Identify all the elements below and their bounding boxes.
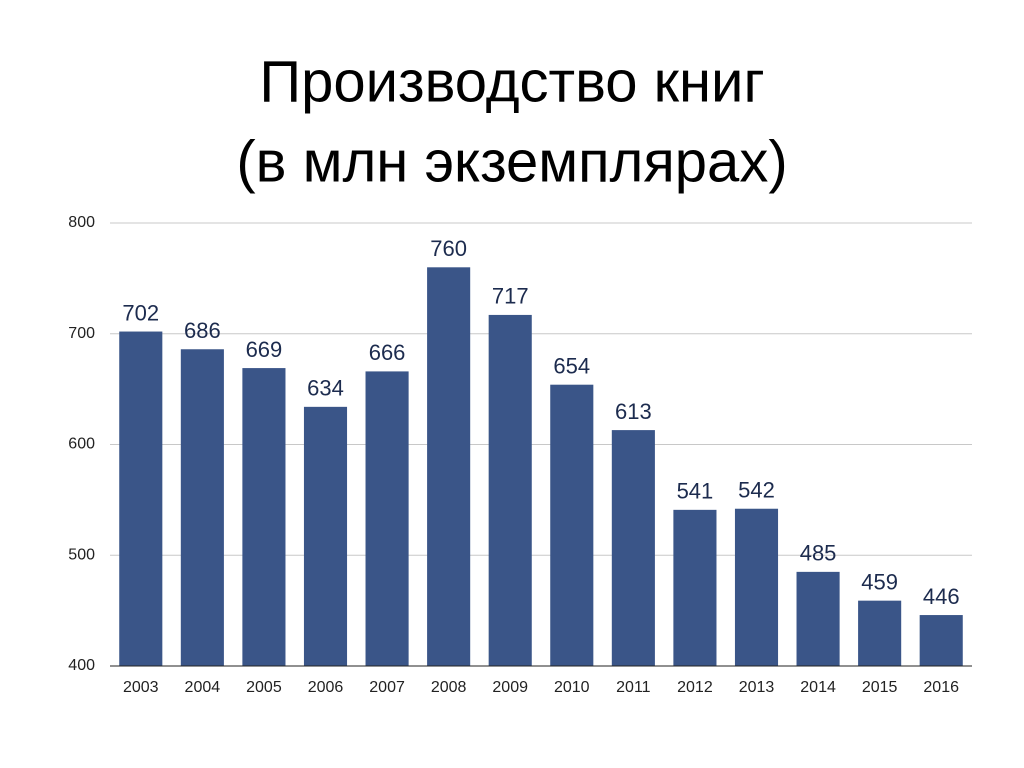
bar <box>427 267 471 666</box>
bar <box>365 371 409 666</box>
value-label: 613 <box>615 399 652 424</box>
x-tick-label: 2005 <box>246 679 282 696</box>
bar <box>180 349 224 666</box>
x-tick-label: 2011 <box>616 679 651 696</box>
x-tick-label: 2006 <box>308 679 344 696</box>
value-label: 760 <box>430 236 467 261</box>
chart-title: Производство книг <box>259 49 764 114</box>
x-tick-label: 2003 <box>123 679 159 696</box>
x-tick-label: 2004 <box>185 679 221 696</box>
value-label: 666 <box>369 340 406 365</box>
chart-subtitle: (в млн экземплярах) <box>236 129 787 194</box>
bar <box>242 368 286 666</box>
value-label: 446 <box>923 584 960 609</box>
value-label: 459 <box>861 569 898 594</box>
y-tick-label: 800 <box>68 214 95 231</box>
bar <box>550 384 594 666</box>
bar <box>611 430 655 666</box>
x-tick-label: 2012 <box>677 679 713 696</box>
y-tick-label: 700 <box>68 325 95 342</box>
value-label: 634 <box>307 376 344 401</box>
value-label: 654 <box>553 354 590 379</box>
bar <box>734 508 779 666</box>
value-label: 669 <box>246 337 283 362</box>
bar <box>303 406 348 666</box>
x-tick-label: 2009 <box>492 679 528 696</box>
value-label: 702 <box>122 300 159 325</box>
x-tick-label: 2015 <box>862 679 898 696</box>
x-tick-label: 2016 <box>923 679 959 696</box>
value-label: 542 <box>738 478 775 503</box>
value-label: 686 <box>184 318 221 343</box>
value-label: 485 <box>800 541 837 566</box>
bar <box>919 615 963 666</box>
bar <box>796 571 840 666</box>
y-tick-label: 500 <box>68 546 95 563</box>
value-label: 717 <box>492 284 529 309</box>
x-tick-label: 2013 <box>739 679 775 696</box>
bar <box>488 314 532 666</box>
y-tick-label: 600 <box>68 436 95 453</box>
x-tick-label: 2014 <box>800 679 836 696</box>
bar <box>673 509 717 666</box>
bar <box>119 331 163 666</box>
value-label: 541 <box>677 479 714 504</box>
x-tick-label: 2007 <box>369 679 405 696</box>
y-tick-label: 400 <box>68 657 95 674</box>
x-tick-label: 2010 <box>554 679 590 696</box>
x-tick-label: 2008 <box>431 679 467 696</box>
bar <box>858 600 902 666</box>
